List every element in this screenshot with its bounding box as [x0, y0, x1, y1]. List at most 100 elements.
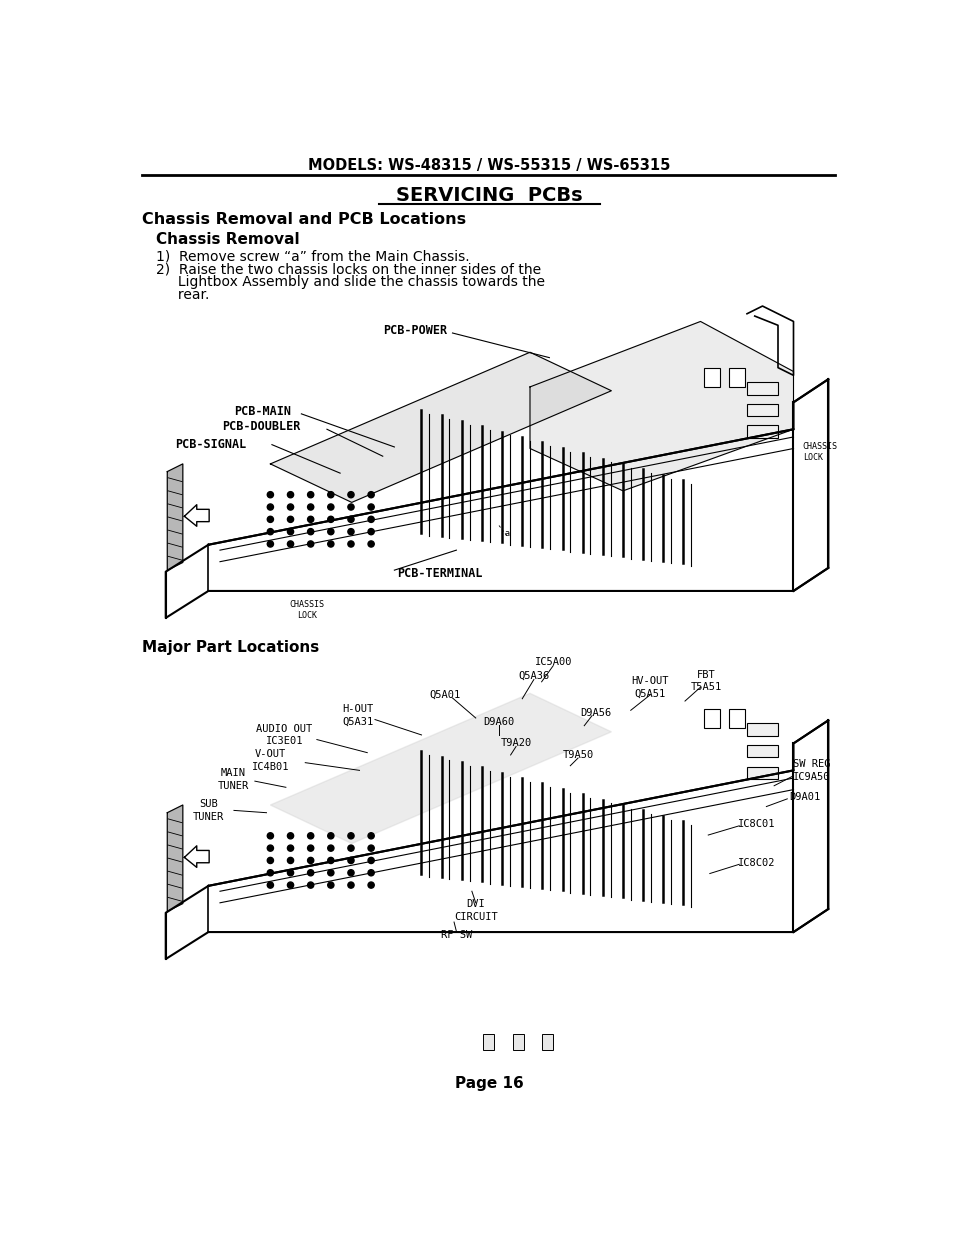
Circle shape — [267, 529, 274, 535]
Text: IC8C01: IC8C01 — [737, 819, 774, 829]
Circle shape — [267, 857, 274, 863]
Text: Major Part Locations: Major Part Locations — [142, 640, 319, 655]
Circle shape — [307, 516, 314, 522]
Text: FBT
T5A51: FBT T5A51 — [690, 669, 721, 693]
Circle shape — [287, 504, 294, 510]
Polygon shape — [530, 321, 793, 490]
Text: PCB-DOUBLER: PCB-DOUBLER — [222, 420, 300, 433]
Circle shape — [267, 832, 274, 839]
Circle shape — [368, 516, 374, 522]
Circle shape — [368, 882, 374, 888]
Text: T9A50: T9A50 — [562, 750, 593, 760]
Text: PCB-MAIN: PCB-MAIN — [233, 405, 291, 417]
Bar — [746, 745, 778, 757]
Circle shape — [368, 529, 374, 535]
Bar — [746, 404, 778, 416]
Circle shape — [287, 541, 294, 547]
Text: Page 16: Page 16 — [454, 1076, 523, 1092]
Circle shape — [267, 869, 274, 876]
Text: SW REG
IC9A50: SW REG IC9A50 — [792, 760, 829, 782]
Text: a: a — [503, 529, 509, 537]
Circle shape — [307, 832, 314, 839]
Circle shape — [267, 882, 274, 888]
Circle shape — [328, 869, 334, 876]
Bar — [746, 425, 778, 437]
Circle shape — [287, 832, 294, 839]
Circle shape — [307, 869, 314, 876]
Bar — [746, 724, 778, 736]
Bar — [542, 1035, 553, 1050]
Circle shape — [348, 529, 354, 535]
Text: SUB
TUNER: SUB TUNER — [193, 799, 224, 821]
Circle shape — [368, 857, 374, 863]
Text: Lightbox Assembly and slide the chassis towards the: Lightbox Assembly and slide the chassis … — [156, 275, 545, 289]
Circle shape — [328, 882, 334, 888]
Text: H-OUT
Q5A31: H-OUT Q5A31 — [342, 704, 374, 727]
Circle shape — [328, 832, 334, 839]
Bar — [728, 368, 744, 387]
Text: Q5A01: Q5A01 — [429, 690, 460, 700]
Circle shape — [287, 857, 294, 863]
Text: MAIN
TUNER: MAIN TUNER — [217, 768, 249, 790]
Circle shape — [348, 845, 354, 851]
Text: 2)  Raise the two chassis locks on the inner sides of the: 2) Raise the two chassis locks on the in… — [156, 263, 541, 277]
Circle shape — [287, 882, 294, 888]
Polygon shape — [167, 464, 183, 571]
Circle shape — [287, 845, 294, 851]
Circle shape — [348, 504, 354, 510]
Text: SERVICING  PCBs: SERVICING PCBs — [395, 186, 581, 205]
Circle shape — [348, 516, 354, 522]
Circle shape — [307, 504, 314, 510]
Text: D9A01: D9A01 — [789, 793, 820, 803]
Circle shape — [368, 832, 374, 839]
Circle shape — [267, 541, 274, 547]
Polygon shape — [270, 693, 611, 844]
Circle shape — [307, 529, 314, 535]
Text: T9A20: T9A20 — [500, 739, 531, 748]
Text: AUDIO OUT
IC3E01: AUDIO OUT IC3E01 — [256, 724, 313, 746]
Bar — [703, 368, 720, 387]
Circle shape — [328, 504, 334, 510]
Circle shape — [287, 869, 294, 876]
Circle shape — [368, 492, 374, 498]
Text: V-OUT
IC4B01: V-OUT IC4B01 — [252, 750, 289, 772]
Text: IC8C02: IC8C02 — [737, 858, 774, 868]
Text: PCB-TERMINAL: PCB-TERMINAL — [396, 567, 481, 579]
Text: Chassis Removal and PCB Locations: Chassis Removal and PCB Locations — [142, 211, 466, 226]
Text: D9A60: D9A60 — [483, 716, 514, 727]
Text: rear.: rear. — [156, 288, 210, 301]
Circle shape — [307, 845, 314, 851]
Circle shape — [328, 541, 334, 547]
Text: D9A56: D9A56 — [579, 708, 611, 718]
Circle shape — [307, 882, 314, 888]
Bar — [746, 383, 778, 395]
Circle shape — [287, 516, 294, 522]
Circle shape — [328, 845, 334, 851]
Text: CHASSIS
LOCK: CHASSIS LOCK — [289, 600, 324, 620]
Text: PCB-POWER: PCB-POWER — [382, 325, 446, 337]
Bar — [703, 709, 720, 727]
Text: CHASSIS
LOCK: CHASSIS LOCK — [802, 442, 837, 462]
Text: DVI
CIRCUIT: DVI CIRCUIT — [454, 899, 497, 921]
Text: RF SW: RF SW — [440, 930, 472, 940]
Circle shape — [348, 882, 354, 888]
Circle shape — [307, 541, 314, 547]
Text: MODELS: WS-48315 / WS-55315 / WS-65315: MODELS: WS-48315 / WS-55315 / WS-65315 — [308, 158, 669, 173]
Circle shape — [328, 857, 334, 863]
Text: Chassis Removal: Chassis Removal — [156, 231, 300, 247]
Circle shape — [348, 832, 354, 839]
Bar — [746, 767, 778, 779]
Text: HV-OUT
Q5A51: HV-OUT Q5A51 — [631, 676, 668, 699]
Circle shape — [307, 492, 314, 498]
Circle shape — [267, 492, 274, 498]
Circle shape — [368, 869, 374, 876]
Circle shape — [368, 504, 374, 510]
Circle shape — [500, 527, 513, 540]
Bar — [513, 1035, 523, 1050]
Circle shape — [328, 529, 334, 535]
Bar — [483, 1035, 494, 1050]
Circle shape — [348, 492, 354, 498]
Bar — [728, 709, 744, 727]
Circle shape — [267, 504, 274, 510]
Polygon shape — [270, 352, 611, 503]
